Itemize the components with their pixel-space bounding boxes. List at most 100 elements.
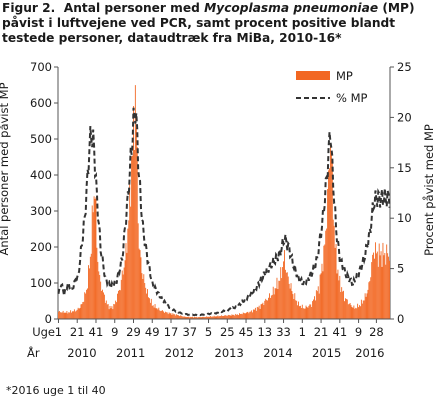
bar: [193, 316, 195, 319]
bar: [274, 288, 276, 319]
left-tick-label: 0: [45, 312, 52, 326]
bar: [148, 297, 149, 319]
bar: [120, 279, 122, 319]
bar: [145, 287, 147, 319]
bar: [305, 305, 307, 319]
right-tick-label: 20: [397, 110, 412, 124]
bar: [269, 293, 270, 319]
bar: [287, 276, 289, 319]
bar: [387, 253, 389, 319]
bar: [355, 307, 357, 319]
bar: [282, 267, 284, 319]
bar: [339, 275, 341, 319]
bar: [186, 316, 188, 319]
bar: [140, 257, 142, 319]
bar: [81, 304, 83, 319]
bar: [158, 307, 160, 319]
bar: [318, 293, 320, 319]
bar: [90, 253, 92, 319]
bar: [360, 299, 362, 319]
bar: [154, 304, 156, 319]
bar: [306, 306, 308, 319]
bar: [345, 298, 347, 319]
bar: [361, 303, 363, 319]
bar: [309, 304, 311, 319]
bar: [235, 313, 237, 319]
bar: [104, 302, 106, 319]
bar: [340, 291, 342, 319]
title-part-1: Antal personer med: [63, 1, 200, 15]
x-tick-label: 5: [205, 325, 212, 339]
year-label: 2012: [165, 346, 194, 360]
year-label: 2015: [312, 346, 341, 360]
bar: [102, 289, 103, 319]
bar: [250, 311, 252, 319]
bar: [119, 290, 121, 319]
bar: [180, 315, 182, 319]
bar: [284, 269, 286, 319]
bar: [227, 314, 229, 319]
bar: [349, 303, 351, 319]
bar: [79, 307, 81, 319]
bar: [105, 300, 107, 319]
bar: [222, 316, 224, 319]
bar: [199, 316, 201, 319]
bar: [238, 315, 239, 319]
bar: [188, 316, 190, 319]
bar: [97, 261, 99, 319]
x-tick-label: 33: [276, 325, 291, 339]
bar: [68, 312, 70, 319]
bar: [299, 305, 301, 319]
bar: [212, 316, 214, 319]
bar: [315, 290, 317, 319]
bar: [88, 268, 90, 319]
bar: [348, 303, 350, 319]
bar: [106, 304, 108, 319]
bar: [300, 307, 302, 319]
bar: [75, 310, 77, 319]
x-axis: 1 21 41 9 29 49 17 37 5 25 45 13 33 1 21 41 9 28 2010 2011 2…: [55, 319, 384, 360]
bar: [107, 304, 109, 319]
bar: [354, 308, 356, 319]
bar: [133, 149, 135, 319]
x-tick-label: 37: [182, 325, 197, 339]
bar: [77, 307, 79, 319]
bar: [382, 242, 384, 319]
bar: [78, 308, 80, 319]
bar: [218, 316, 220, 319]
bar: [384, 253, 386, 319]
bar: [381, 266, 383, 319]
bar: [108, 309, 110, 319]
bar: [246, 312, 248, 319]
bar: [271, 294, 273, 319]
bar: [265, 298, 267, 319]
bar: [388, 256, 390, 319]
bar: [267, 300, 269, 319]
bar: [272, 286, 274, 319]
bar: [159, 310, 161, 319]
bar: [255, 310, 257, 319]
bar: [363, 300, 365, 319]
x-tick-label: 49: [145, 325, 160, 339]
bar: [325, 230, 327, 319]
left-tick-label: 700: [30, 60, 52, 74]
bar: [137, 223, 139, 319]
bar: [263, 305, 265, 319]
bar: [254, 309, 255, 319]
bar: [220, 315, 222, 319]
bar: [87, 288, 88, 319]
bar: [141, 273, 143, 319]
figure-number: Figur 2.: [2, 1, 56, 15]
bar: [386, 244, 388, 319]
bar: [200, 317, 202, 319]
bar: [251, 310, 253, 319]
x-tick-label: 9: [355, 325, 362, 339]
bar: [304, 308, 306, 319]
bar: [378, 243, 380, 319]
bar: [207, 316, 209, 319]
bar: [293, 299, 295, 319]
x-tick-label: 25: [220, 325, 235, 339]
x-row-label-year: År: [27, 345, 40, 360]
bar: [205, 316, 207, 319]
bar: [370, 277, 372, 319]
